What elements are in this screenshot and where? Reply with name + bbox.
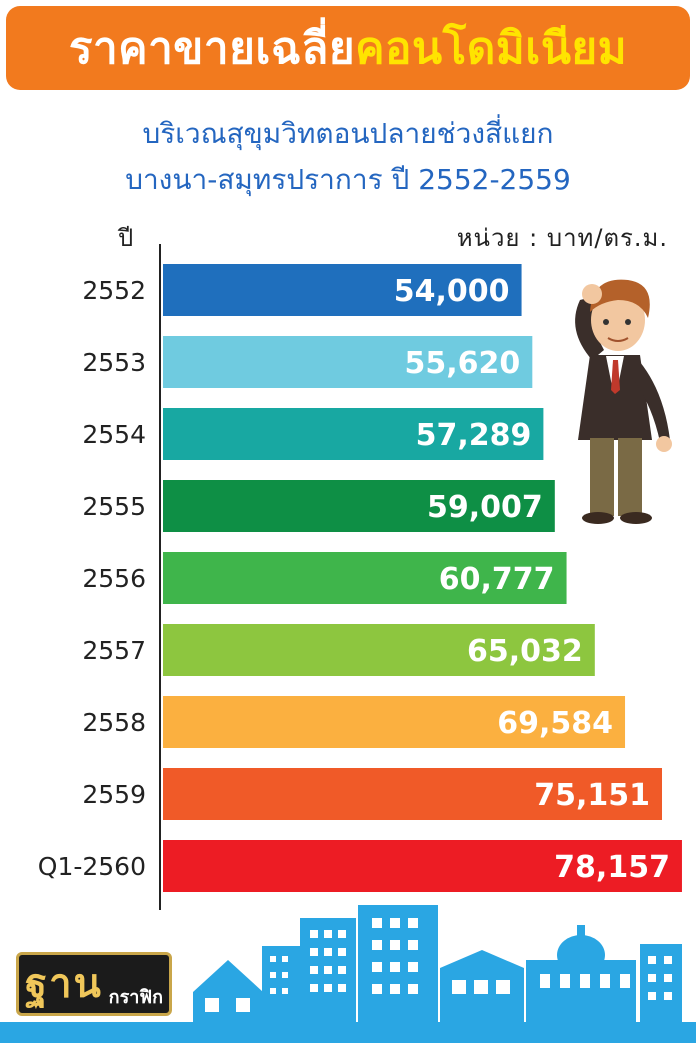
title-banner: ราคาขายเฉลี่ยคอนโดมิเนียม: [6, 6, 690, 90]
bar-2553: [163, 336, 533, 388]
value-label-2558: 69,584: [497, 706, 613, 741]
category-label-Q1-2560: Q1-2560: [38, 852, 146, 881]
bar-2552: [163, 264, 522, 316]
bar-2557: [163, 624, 595, 676]
subtitle-line2: บางนา-สมุทรปราการ ปี 2552-2559: [125, 163, 571, 196]
bar-2558: [163, 696, 626, 748]
title-part1: ราคาขายเฉลี่ย: [68, 23, 356, 74]
value-label-2552: 54,000: [394, 274, 510, 309]
category-label-2558: 2558: [82, 708, 146, 737]
thansettakij-logo: ฐาน กราฟิก: [16, 952, 172, 1016]
value-label-2557: 65,032: [467, 634, 583, 669]
subtitle-line1: บริเวณสุขุมวิทตอนปลายช่วงสี่แยก: [142, 117, 554, 150]
y-axis-label: ปี: [118, 224, 134, 252]
logo-sub-text: กราฟิก: [108, 987, 163, 1008]
category-label-2553: 2553: [82, 348, 146, 377]
bar-2555: [163, 480, 555, 532]
category-label-2557: 2557: [82, 636, 146, 665]
thinking-man-illustration: [575, 279, 672, 524]
unit-label: หน่วย : บาท/ตร.ม.: [456, 224, 668, 252]
value-label-2559: 75,151: [534, 778, 650, 813]
category-label-2556: 2556: [82, 564, 146, 593]
logo-main-text: ฐาน: [25, 960, 103, 1007]
value-label-2556: 60,777: [439, 562, 555, 597]
category-label-2559: 2559: [82, 780, 146, 809]
title-part2-highlight: คอนโดมิเนียม: [355, 23, 628, 74]
bar-2556: [163, 552, 567, 604]
category-label-2552: 2552: [82, 276, 146, 305]
value-label-Q1-2560: 78,157: [554, 850, 670, 885]
value-label-2554: 57,289: [416, 418, 532, 453]
category-label-2554: 2554: [82, 420, 146, 449]
city-skyline-illustration: [193, 905, 682, 1022]
bar-2559: [163, 768, 663, 820]
chart-title: ราคาขายเฉลี่ยคอนโดมิเนียม: [69, 13, 627, 83]
bar-Q1-2560: [163, 840, 682, 892]
bar-2554: [163, 408, 544, 460]
category-label-2555: 2555: [82, 492, 146, 521]
value-label-2553: 55,620: [405, 346, 521, 381]
value-label-2555: 59,007: [427, 490, 543, 525]
ground-strip: [0, 1022, 696, 1043]
